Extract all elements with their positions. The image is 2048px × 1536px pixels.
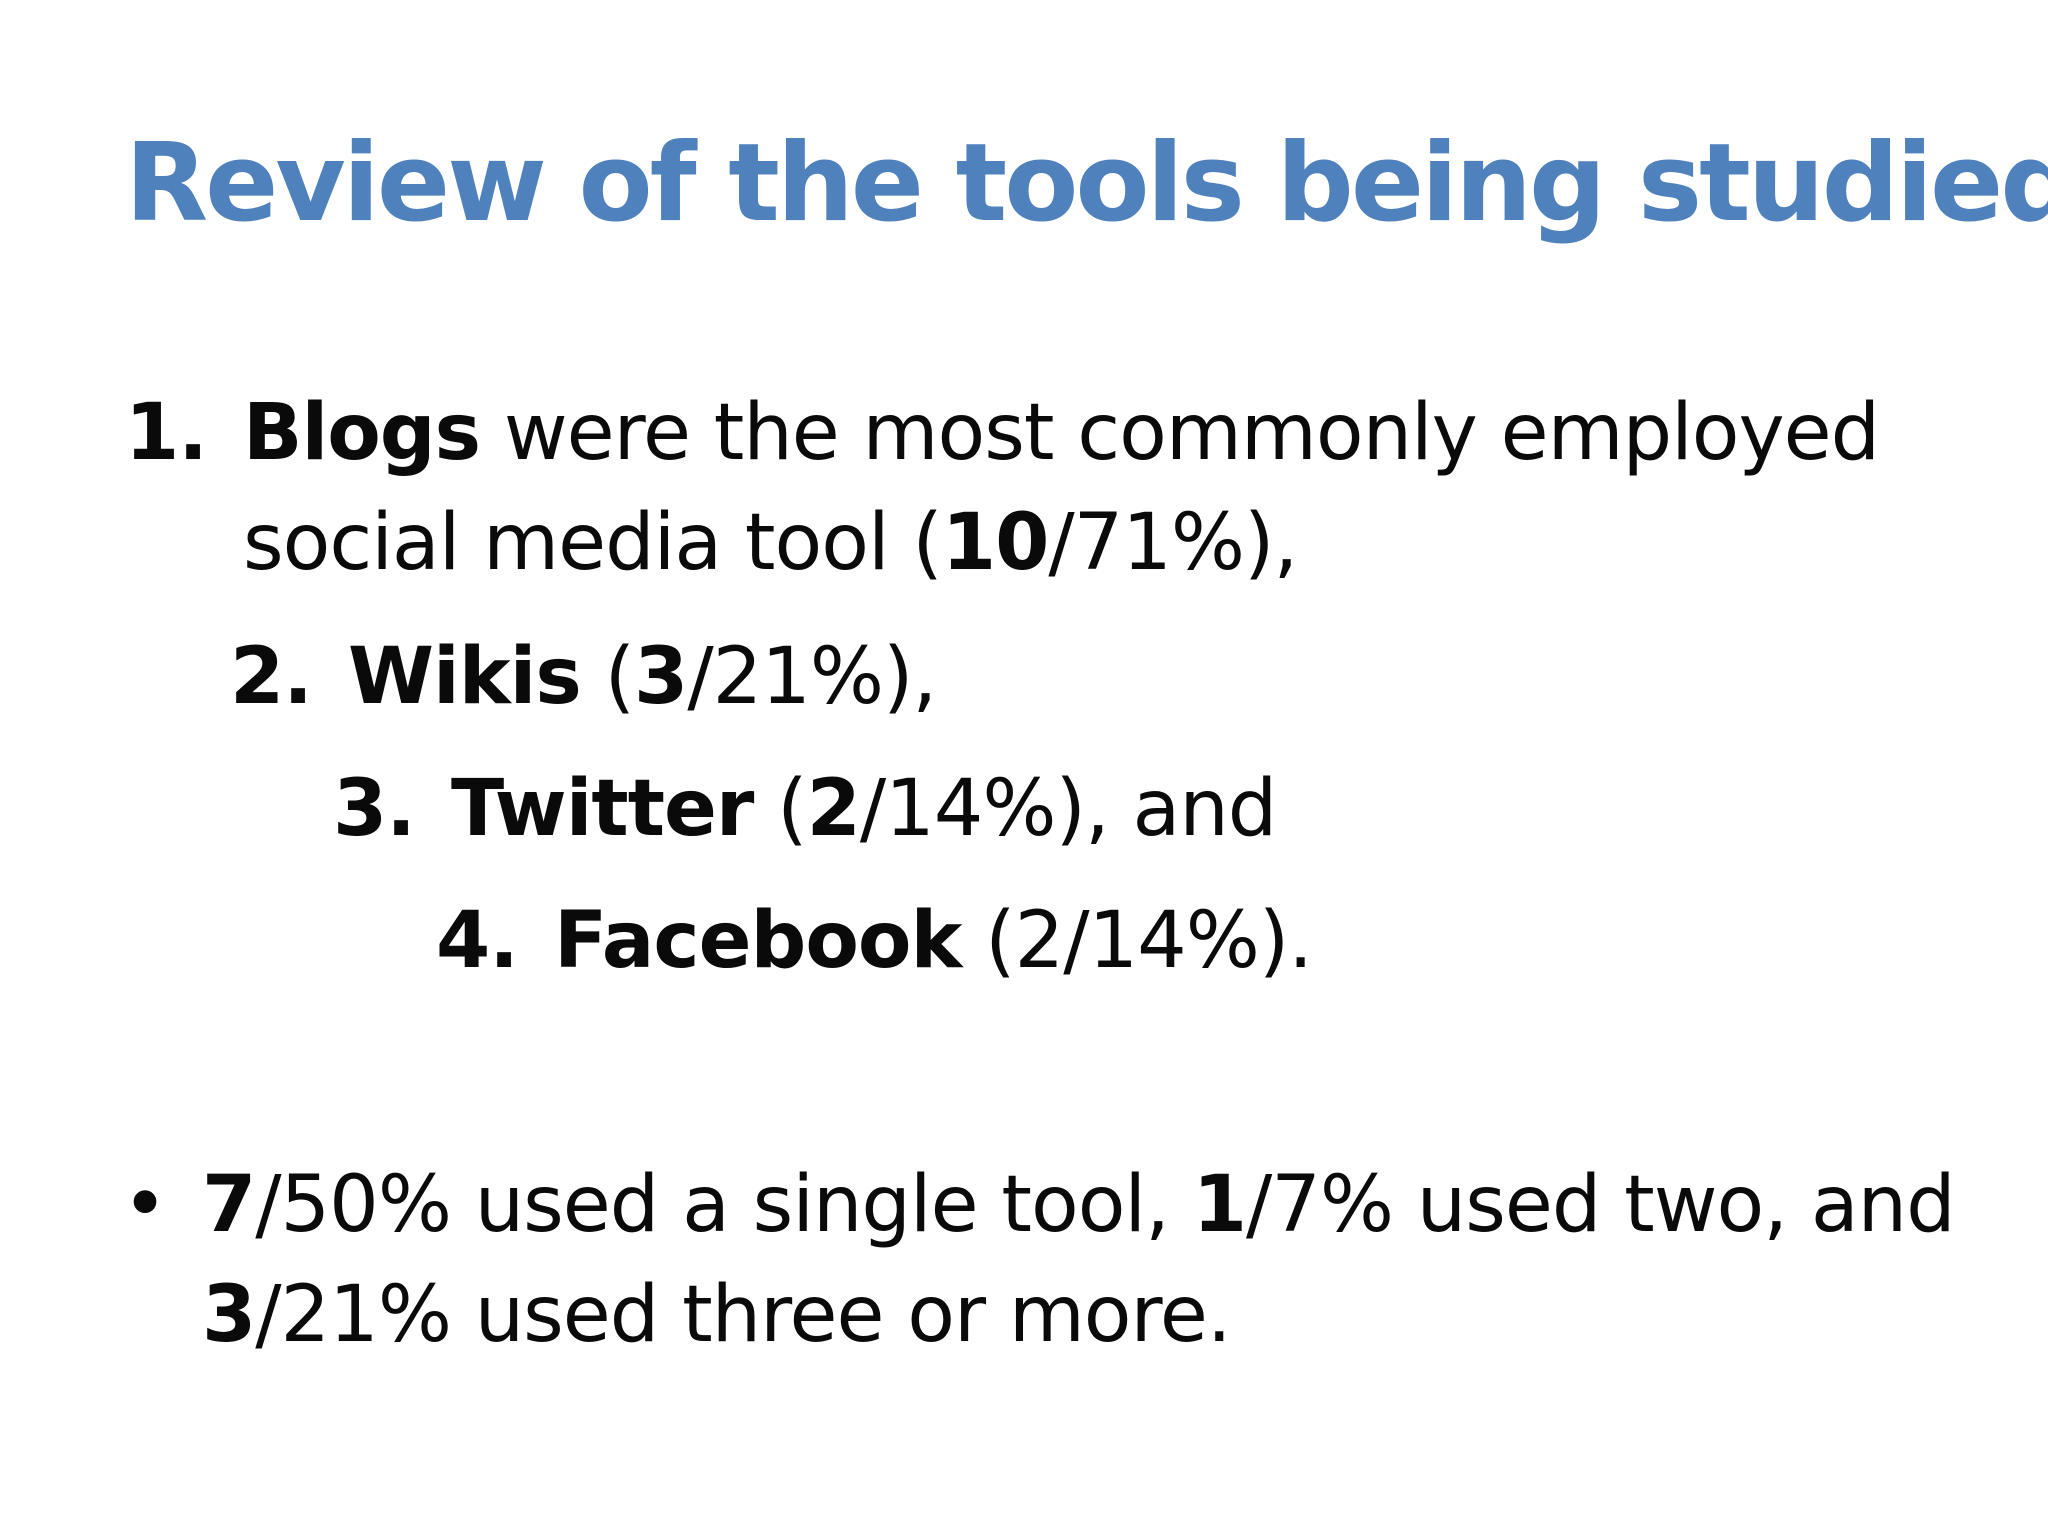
list-text: Blogs were the most commonly employed so…: [243, 388, 1880, 588]
list-number: 4.: [436, 896, 519, 986]
list-text: Wikis (3/21%),: [348, 632, 937, 722]
bullet-icon: •: [122, 1160, 168, 1250]
list-number: 1.: [125, 388, 208, 478]
list-number: 2.: [230, 632, 313, 722]
list-text: Facebook (2/14%).: [554, 896, 1313, 986]
tool-name: Facebook: [554, 896, 962, 986]
tool-count: 3: [634, 632, 688, 722]
slide-title: Review of the tools being studied: [125, 121, 2048, 246]
tool-name: Wikis: [348, 632, 582, 722]
tool-name: Twitter: [451, 764, 754, 854]
list-text: Twitter (2/14%), and: [451, 764, 1277, 854]
tool-count: 10: [941, 498, 1050, 588]
bullet-text: 7/50% used a single tool, 1/7% used two,…: [202, 1160, 1956, 1360]
tool-name: Blogs: [243, 388, 481, 478]
list-number: 3.: [333, 764, 416, 854]
tool-count: 2: [806, 764, 861, 854]
